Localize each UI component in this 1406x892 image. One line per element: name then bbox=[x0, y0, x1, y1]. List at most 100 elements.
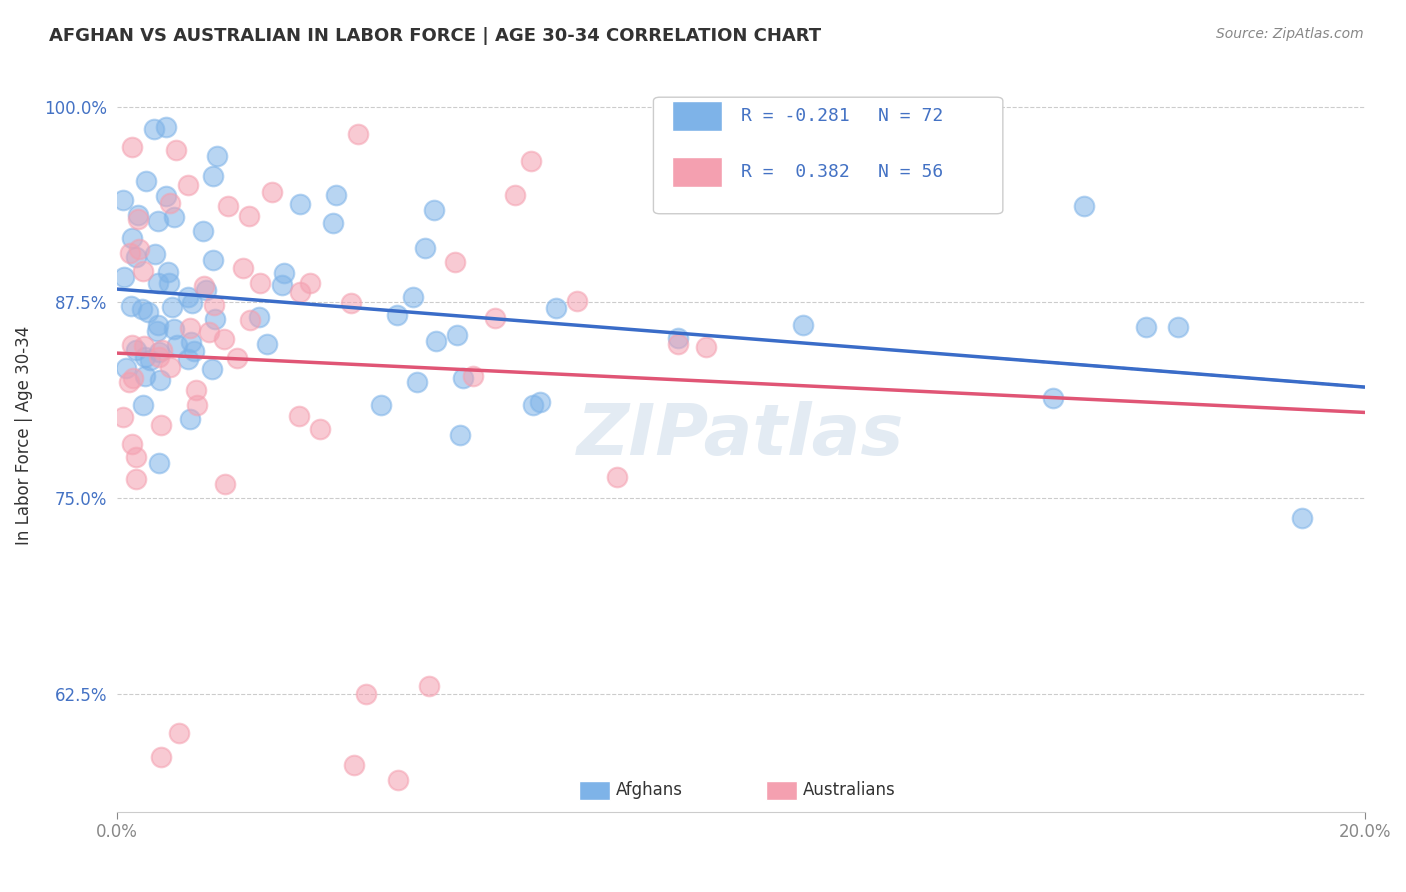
Bar bbox=[766, 781, 797, 800]
Text: Source: ZipAtlas.com: Source: ZipAtlas.com bbox=[1216, 27, 1364, 41]
Point bbox=[425, 334, 447, 348]
Point bbox=[112, 410, 135, 425]
Point bbox=[125, 250, 148, 264]
Text: R =  0.382: R = 0.382 bbox=[741, 163, 849, 181]
Point bbox=[124, 450, 146, 465]
Point bbox=[606, 470, 628, 484]
Point bbox=[195, 283, 218, 297]
Point bbox=[135, 174, 157, 188]
Point bbox=[120, 300, 142, 314]
Point bbox=[214, 477, 236, 491]
Point bbox=[413, 241, 436, 255]
Point bbox=[148, 318, 170, 333]
Text: Afghans: Afghans bbox=[616, 781, 683, 799]
Point bbox=[204, 311, 226, 326]
Text: ZIPatlas: ZIPatlas bbox=[576, 401, 904, 470]
Text: N = 72: N = 72 bbox=[879, 107, 943, 125]
Point bbox=[125, 343, 148, 357]
Point bbox=[387, 773, 409, 788]
Point bbox=[1042, 391, 1064, 405]
Point bbox=[290, 197, 312, 211]
Point bbox=[128, 242, 150, 256]
Point bbox=[418, 679, 440, 693]
Point bbox=[122, 371, 145, 385]
Point bbox=[356, 687, 378, 701]
Point bbox=[1291, 510, 1313, 524]
Point bbox=[179, 321, 201, 335]
Point bbox=[239, 312, 262, 326]
Point bbox=[666, 337, 689, 351]
Point bbox=[181, 296, 204, 310]
Point bbox=[148, 214, 170, 228]
Point bbox=[159, 360, 181, 375]
Point bbox=[212, 332, 235, 346]
Point bbox=[346, 127, 368, 141]
Point bbox=[180, 334, 202, 349]
Point bbox=[444, 254, 467, 268]
Point bbox=[155, 189, 177, 203]
Point bbox=[162, 322, 184, 336]
Point bbox=[695, 340, 717, 354]
Point bbox=[270, 278, 292, 293]
Point bbox=[160, 300, 183, 314]
Point bbox=[226, 351, 249, 366]
Bar bbox=[672, 157, 723, 187]
Point bbox=[247, 310, 270, 324]
Point bbox=[132, 398, 155, 412]
Point bbox=[503, 188, 526, 202]
Point bbox=[132, 338, 155, 352]
Point bbox=[136, 305, 159, 319]
Point bbox=[143, 122, 166, 136]
Point bbox=[232, 260, 254, 275]
Point bbox=[157, 276, 180, 290]
Point bbox=[446, 327, 468, 342]
Point bbox=[149, 749, 172, 764]
Point bbox=[340, 295, 363, 310]
Y-axis label: In Labor Force | Age 30-34: In Labor Force | Age 30-34 bbox=[15, 326, 32, 545]
Point bbox=[186, 398, 208, 412]
Point bbox=[451, 371, 474, 385]
Point bbox=[177, 178, 200, 192]
Point bbox=[273, 266, 295, 280]
Point bbox=[165, 143, 187, 157]
Point bbox=[121, 231, 143, 245]
Point bbox=[322, 216, 344, 230]
Point bbox=[121, 337, 143, 351]
Point bbox=[343, 757, 366, 772]
Point bbox=[146, 276, 169, 290]
Point bbox=[299, 277, 322, 291]
Point bbox=[184, 383, 207, 397]
Point bbox=[249, 276, 271, 290]
Point bbox=[134, 368, 156, 383]
Point bbox=[201, 361, 224, 376]
Point bbox=[127, 208, 149, 222]
Point bbox=[449, 428, 471, 442]
Point bbox=[132, 264, 155, 278]
Point bbox=[146, 324, 169, 338]
Point bbox=[308, 422, 330, 436]
Point bbox=[139, 352, 162, 367]
Point bbox=[565, 293, 588, 308]
Point bbox=[238, 210, 260, 224]
Text: N = 56: N = 56 bbox=[879, 163, 943, 181]
Point bbox=[124, 472, 146, 486]
Point bbox=[148, 350, 170, 364]
Point bbox=[205, 149, 228, 163]
Point bbox=[288, 409, 311, 423]
Point bbox=[150, 343, 173, 357]
Point bbox=[121, 140, 143, 154]
Point bbox=[484, 311, 506, 326]
Point bbox=[370, 398, 392, 412]
Point bbox=[423, 202, 446, 217]
Point bbox=[127, 211, 149, 226]
Point bbox=[148, 345, 170, 359]
Bar bbox=[672, 101, 723, 131]
Point bbox=[461, 368, 484, 383]
Point bbox=[1135, 320, 1157, 334]
Point bbox=[183, 343, 205, 358]
Point bbox=[176, 352, 198, 367]
Point bbox=[325, 188, 347, 202]
Point bbox=[197, 325, 219, 339]
Point bbox=[402, 290, 425, 304]
Text: R = -0.281: R = -0.281 bbox=[741, 107, 849, 125]
